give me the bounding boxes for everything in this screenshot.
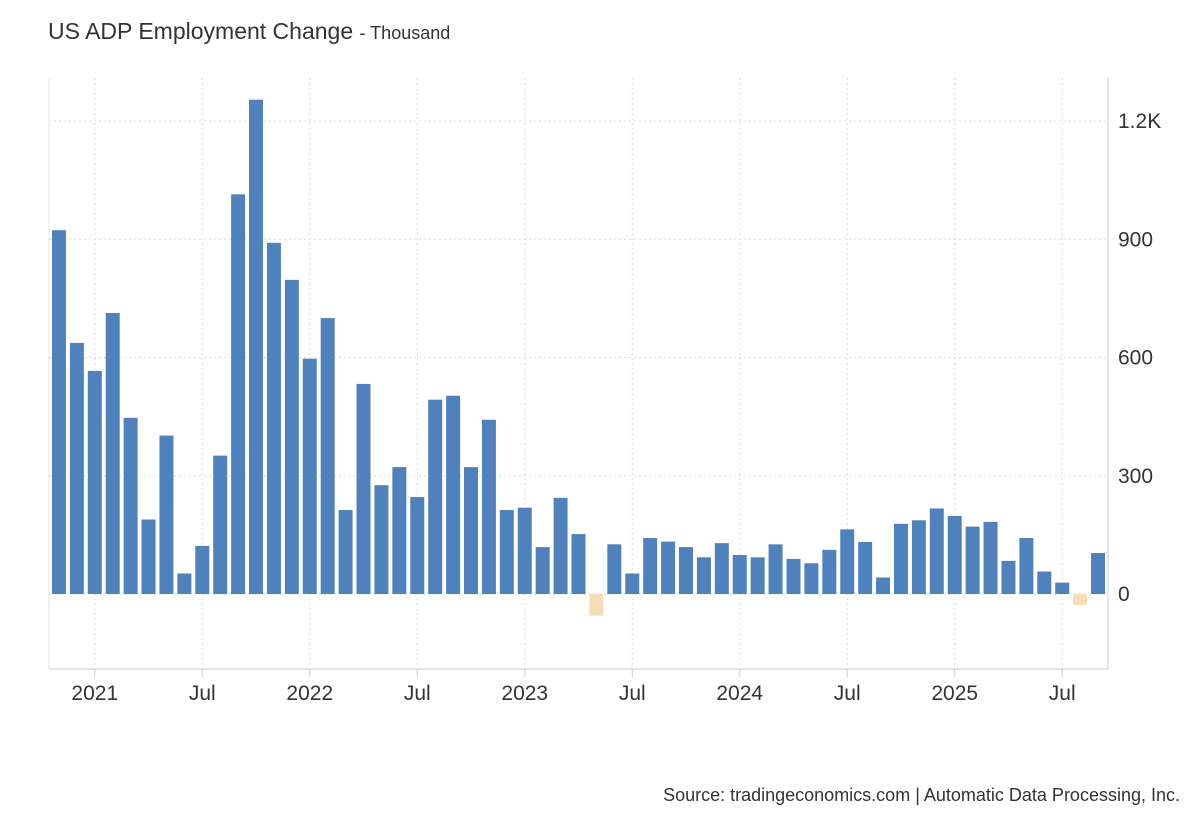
bar-2022-02 [320,318,335,594]
bar-2022-08 [428,399,443,594]
bar-2021-09 [231,194,246,594]
bar-2025-03 [983,521,998,594]
bar-2021-06 [177,573,192,594]
bar-2024-01 [732,554,747,594]
bar-2025-08 [1073,594,1088,606]
bar-2025-06 [1037,571,1052,594]
source-note: Source: tradingeconomics.com | Automatic… [663,785,1180,805]
x-tick-label: Jul [404,682,431,705]
bar-2022-09 [446,395,461,594]
bar-2024-03 [768,544,783,594]
bar-2023-07 [625,573,640,594]
bar-2024-11 [911,520,926,594]
bar-2023-05 [589,594,604,616]
bar-2021-11 [266,242,281,595]
y-tick-label: 1.2K [1118,110,1161,133]
bar-2023-02 [535,547,550,594]
bar-2022-03 [338,510,353,594]
x-tick-label: Jul [1049,682,1076,705]
bar-2022-05 [374,485,389,594]
chart-unit-label: - Thousand [359,23,451,43]
bar-2021-10 [249,99,264,595]
bar-2022-01 [302,358,317,594]
bar-2023-08 [643,538,658,594]
bar-2025-09 [1091,553,1106,594]
bar-2025-07 [1055,582,1070,594]
bar-2022-04 [356,383,371,594]
chart-title: US ADP Employment Change - Thousand [48,18,450,45]
bar-2021-04 [141,519,156,594]
bar-2024-07 [840,529,855,594]
x-tick-label: Jul [834,682,861,705]
bar-2021-03 [123,417,138,594]
bar-2024-09 [876,577,891,594]
bar-2021-12 [284,279,299,594]
bar-2021-07 [195,545,210,594]
bar-2025-04 [1001,560,1016,594]
bar-2023-12 [714,543,729,594]
bar-2024-12 [929,508,944,594]
bar-2024-08 [858,541,873,594]
bar-2022-11 [481,419,496,594]
bar-chart: 2021 Jul 2022 Jul 2023 Jul 2024 Jul 2025 Jul 0 300 6… [48,78,1161,705]
bar-2023-04 [571,534,586,594]
x-tick-label: Jul [189,682,216,705]
x-tick-label: 2023 [501,682,548,705]
bar-2023-09 [661,541,676,594]
x-tick-label: 2021 [71,682,118,705]
bar-2025-01 [947,515,962,594]
y-tick-label: 600 [1118,347,1153,370]
bar-2020-12 [69,342,84,594]
bar-2022-07 [410,497,425,594]
bar-2024-02 [750,557,765,594]
x-tick-label: Jul [619,682,646,705]
chart-title-text: US ADP Employment Change [48,18,354,44]
bar-2023-11 [696,557,711,594]
bar-2024-10 [893,523,908,594]
bar-2024-05 [804,563,819,594]
bar-2021-02 [105,312,120,594]
bar-2023-01 [517,507,532,594]
bar-2022-06 [392,467,407,594]
bar-2023-03 [553,497,568,594]
bar-2021-01 [87,370,102,594]
y-tick-label: 900 [1118,228,1153,251]
bar-2025-05 [1019,538,1034,594]
y-tick-label: 300 [1118,465,1153,488]
bar-2024-06 [822,549,837,594]
y-tick-label: 0 [1118,583,1130,606]
bar-2024-04 [786,558,801,594]
bar-2020-11 [51,230,66,594]
bar-2021-05 [159,435,174,594]
x-tick-label: 2025 [931,682,978,705]
bar-2022-12 [499,510,514,594]
bar-2023-10 [679,547,693,594]
bar-2022-10 [464,467,478,594]
x-tick-label: 2024 [716,682,763,705]
bar-2021-08 [213,455,228,594]
x-tick-label: 2022 [286,682,333,705]
bar-2023-06 [607,544,622,594]
bar-2025-02 [965,526,980,594]
